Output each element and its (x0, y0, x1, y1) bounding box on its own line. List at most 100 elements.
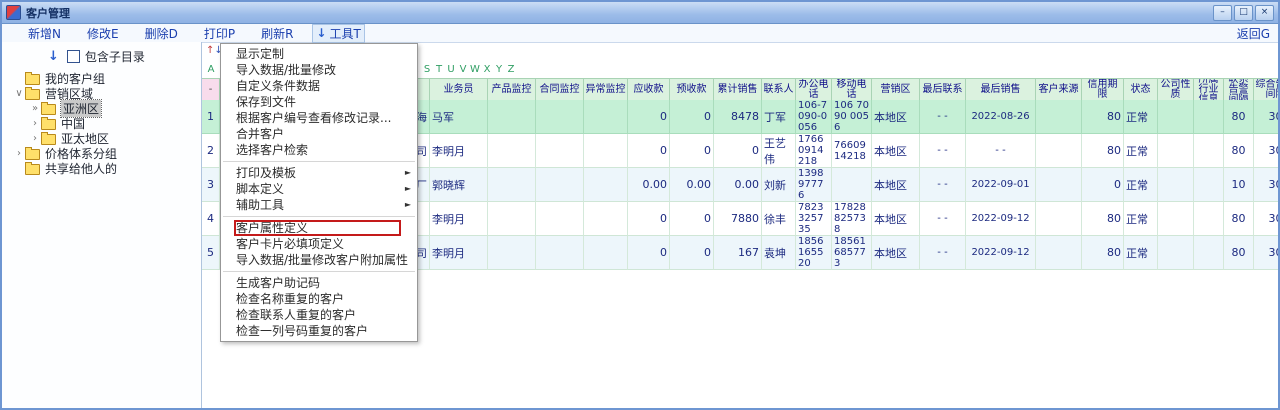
alphabet-letter[interactable]: T (435, 64, 443, 75)
folder-icon (25, 162, 40, 175)
alphabet-letter[interactable]: V (459, 64, 467, 75)
column-header[interactable]: 最后销售 (966, 79, 1036, 101)
dropdown-item[interactable]: 打印及模板 ► (236, 166, 411, 180)
cell: 7823325735 (796, 202, 832, 236)
dropdown-item[interactable]: 脚本定义 ► (236, 182, 411, 196)
column-header[interactable]: 联系告警间隔 (1224, 79, 1254, 101)
include-subfolders-checkbox[interactable] (66, 50, 80, 63)
alphabet-letter[interactable]: Y (495, 64, 503, 75)
cell: 106 7090 0056 (832, 100, 872, 134)
cell: - - (920, 100, 966, 134)
tools-dropdown-menu: 显示定制导入数据/批量修改 自定义条件数据 保存到文件根据客户编号查看修改记录...… (220, 43, 418, 342)
dropdown-item[interactable]: 导入数据/批量修改客户附加属性 (236, 253, 409, 267)
cell (1036, 134, 1082, 168)
cell (1194, 134, 1224, 168)
cell (1194, 168, 1224, 202)
column-header[interactable]: 产品监控 (488, 79, 536, 101)
dropdown-item[interactable]: 检查一列号码重复的客户 (236, 324, 369, 338)
folder-icon (41, 132, 56, 145)
menubar-item[interactable]: ↓ 工具T (312, 23, 365, 43)
alphabet-letter[interactable]: W (470, 64, 480, 75)
down-arrow-icon[interactable]: ↓ (48, 49, 59, 64)
minimize-button[interactable]: – (1213, 4, 1232, 21)
menubar-item[interactable]: 修改E (87, 25, 119, 42)
menubar-item[interactable]: 打印P (204, 25, 235, 42)
dropdown-item[interactable]: 客户卡片必填项定义 (236, 237, 345, 251)
cell: 本地区 (872, 236, 920, 270)
dropdown-item[interactable]: 导入数据/批量修改 (236, 63, 337, 77)
alphabet-letter[interactable]: S (423, 64, 431, 75)
column-header[interactable]: 联系人 (762, 79, 796, 101)
sort-icon[interactable]: ↑↓ (206, 45, 223, 56)
menubar-item[interactable]: 新增N (28, 25, 61, 42)
tree-item[interactable]: 共享给他人的 (2, 161, 201, 176)
column-header[interactable]: 预收款 (670, 79, 714, 101)
dropdown-item[interactable]: 生成客户助记码 (236, 276, 321, 290)
submenu-arrow-icon: ► (404, 200, 411, 209)
alphabet-letter[interactable]: Z (507, 64, 515, 75)
alphabet-letter[interactable]: A (207, 64, 215, 75)
menubar-item-label: 删除D (144, 26, 178, 41)
cell: 30 (1254, 168, 1278, 202)
column-header[interactable]: 所属行业信息 (1194, 79, 1224, 101)
tree-toggle-icon[interactable]: » (31, 103, 39, 114)
cell: 郭晓辉 (430, 168, 488, 202)
cell: 30 (1254, 134, 1278, 168)
dropdown-item[interactable]: 检查联系人重复的客户 (236, 308, 357, 322)
dropdown-item[interactable]: 根据客户编号查看修改记录... (236, 111, 392, 125)
tree-item[interactable]: » 亚洲区 (2, 99, 201, 118)
cell: 10 (1224, 168, 1254, 202)
cell: 1 (202, 100, 220, 134)
tree-item[interactable]: › 中国 (2, 116, 201, 131)
column-header[interactable]: 客户来源 (1036, 79, 1082, 101)
tree-item[interactable]: › 价格体系分组 (2, 146, 201, 161)
column-header[interactable]: 营销区 (872, 79, 920, 101)
column-header[interactable]: 应收款 (628, 79, 670, 101)
include-subfolders-label: 包含子目录 (84, 50, 145, 64)
alphabet-letter[interactable]: X (483, 64, 491, 75)
folder-icon (41, 102, 56, 115)
submenu-arrow-icon: ► (404, 184, 411, 193)
column-header[interactable]: 状态 (1124, 79, 1158, 101)
dropdown-item[interactable]: 显示定制 (236, 47, 285, 61)
window-title: 客户管理 (26, 6, 70, 20)
maximize-button[interactable]: □ (1234, 4, 1253, 21)
column-header[interactable]: 综合告警间隔 (1254, 79, 1278, 101)
tree-item[interactable]: › 亚太地区 (2, 131, 201, 146)
cell: 7660914218 (832, 134, 872, 168)
alphabet-letter[interactable]: U (447, 64, 455, 75)
column-header[interactable]: - (202, 79, 220, 101)
column-header[interactable]: 办公电话 (796, 79, 832, 101)
column-header[interactable]: 信用期限 (1082, 79, 1124, 101)
cell: 0.00 (670, 168, 714, 202)
close-button[interactable]: × (1255, 4, 1274, 21)
tree-toggle-icon[interactable]: › (17, 148, 21, 159)
dropdown-item[interactable]: 客户属性定义 (221, 220, 417, 236)
dropdown-item[interactable]: 选择客户检索 (236, 143, 309, 157)
dropdown-item[interactable]: 辅助工具 ► (236, 198, 411, 212)
column-header[interactable]: 移动电话 (832, 79, 872, 101)
tree-item[interactable]: 我的客户组 (2, 71, 201, 86)
menubar-item-return[interactable]: 返回G (1236, 26, 1270, 41)
dropdown-item[interactable]: 保存到文件 (236, 95, 297, 109)
menubar-item-label: 刷新R (261, 26, 294, 41)
tree-toggle-icon[interactable]: › (33, 133, 37, 144)
column-header[interactable]: 最后联系 (920, 79, 966, 101)
tree-item-label: 价格体系分组 (45, 147, 118, 161)
column-header[interactable]: 累计销售 (714, 79, 762, 101)
column-header[interactable]: 业务员 (430, 79, 488, 101)
sidebar: ↓ 包含子目录 我的客户组 ∨ 营销区域 » 亚洲区 › 中国 › 亚太地区 › 价格体系分组 共享给… (2, 42, 202, 408)
menubar-item[interactable]: 删除D (145, 25, 178, 42)
tree-toggle-icon[interactable]: › (33, 118, 37, 129)
tree-toggle-icon[interactable]: ∨ (15, 88, 23, 99)
dropdown-item[interactable]: 检查名称重复的客户 (236, 292, 345, 306)
tree-item[interactable]: ∨ 营销区域 (2, 86, 201, 101)
dropdown-item[interactable]: 合并客户 (236, 127, 285, 141)
column-header[interactable]: 异常监控 (584, 79, 628, 101)
menubar-item[interactable]: 刷新R (261, 25, 293, 42)
dropdown-item[interactable]: 自定义条件数据 (236, 79, 321, 93)
cell (584, 100, 628, 134)
column-header[interactable]: 公司性质 (1158, 79, 1194, 101)
column-header[interactable]: 合同监控 (536, 79, 584, 101)
